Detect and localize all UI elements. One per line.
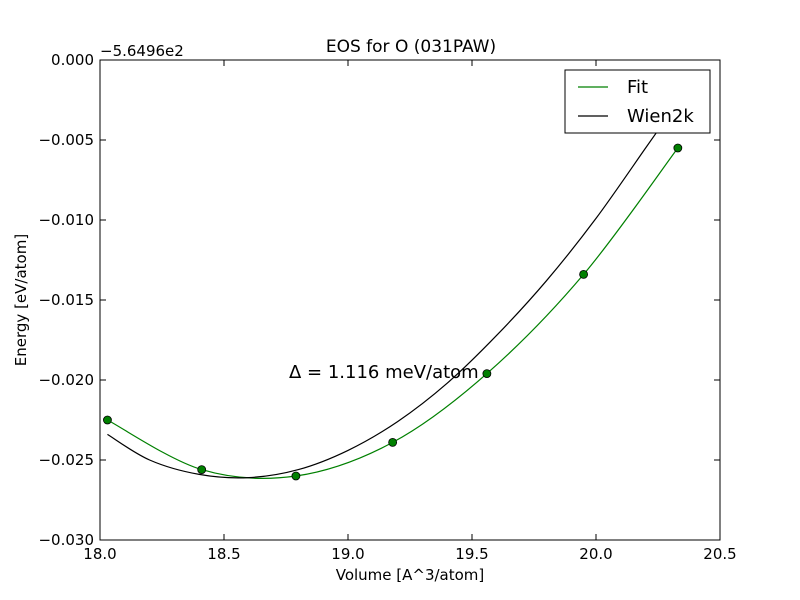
x-tick-label: 19.5 (455, 545, 488, 563)
x-tick-label: 20.0 (579, 545, 612, 563)
y-tick-label: −0.030 (38, 531, 94, 549)
legend: Fit Wien2k (564, 69, 711, 134)
points-layer (103, 143, 683, 481)
x-tick-label: 18.5 (207, 545, 240, 563)
y-axis-label: Energy [eV/atom] (12, 234, 30, 366)
legend-label-wien2k: Wien2k (627, 106, 694, 127)
legend-label-fit: Fit (627, 77, 648, 98)
y-tick-label: −0.015 (38, 291, 94, 309)
x-tick-label: 18.0 (83, 545, 116, 563)
y-tick-label: −0.010 (38, 211, 94, 229)
data-point (197, 465, 207, 475)
data-point (579, 269, 588, 279)
delta-annotation: Δ = 1.116 meV/atom (289, 362, 479, 383)
data-point (103, 415, 112, 425)
x-axis-label: Volume [A^3/atom] (336, 566, 485, 584)
data-point (673, 143, 683, 153)
chart-title: EOS for O (031PAW) (326, 37, 496, 57)
y-offset-label: −5.6496e2 (100, 42, 184, 60)
x-tick-label: 20.5 (703, 545, 736, 563)
series-line-fit (107, 147, 679, 479)
y-tick-label: −0.020 (38, 371, 94, 389)
legend-box (564, 69, 711, 134)
data-point (388, 437, 398, 447)
x-axis: 18.0 18.5 19.0 19.5 20.0 20.5 (83, 60, 737, 563)
x-tick-label: 19.0 (331, 545, 364, 563)
data-point (482, 369, 492, 379)
y-tick-label: −0.005 (38, 131, 94, 149)
series-line-wien2k (107, 130, 659, 479)
series-layer (107, 130, 679, 479)
data-point (291, 471, 301, 481)
y-axis: 0.000 −0.005 −0.010 −0.015 −0.020 −0.025 −0.03… (38, 51, 720, 549)
y-tick-label: 0.000 (51, 51, 94, 69)
y-tick-label: −0.025 (38, 451, 94, 469)
